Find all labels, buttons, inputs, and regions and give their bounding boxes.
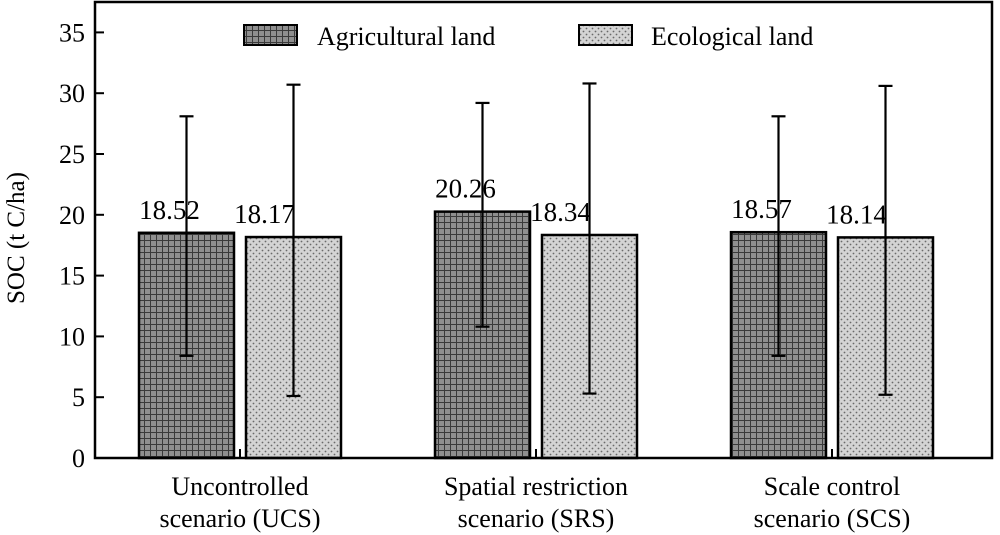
legend-label-agricultural: Agricultural land bbox=[317, 22, 495, 51]
y-tick-label: 10 bbox=[59, 322, 85, 351]
x-category-label: Uncontrolled bbox=[171, 472, 308, 501]
x-category-label: scenario (UCS) bbox=[159, 504, 320, 533]
y-axis-title: SOC (t C/ha) bbox=[3, 172, 30, 304]
data-label: 18.57 bbox=[731, 194, 792, 224]
legend-label-ecological: Ecological land bbox=[651, 22, 813, 51]
legend-swatch-ecological bbox=[578, 24, 633, 46]
data-label: 20.26 bbox=[435, 174, 496, 204]
legend-swatch-agricultural bbox=[243, 24, 298, 46]
data-label: 18.34 bbox=[530, 197, 591, 227]
plot-frame bbox=[93, 0, 994, 460]
x-category-label: Spatial restriction bbox=[444, 472, 628, 501]
data-label: 18.52 bbox=[139, 195, 200, 225]
y-tick-label: 35 bbox=[59, 18, 85, 47]
y-tick-label: 30 bbox=[59, 79, 85, 108]
x-category-label: scenario (SCS) bbox=[754, 504, 911, 533]
y-tick-label: 20 bbox=[59, 201, 85, 230]
x-category-label: Scale control bbox=[764, 472, 900, 501]
data-label: 18.14 bbox=[826, 199, 887, 229]
y-tick-label: 0 bbox=[72, 444, 85, 473]
data-label: 18.17 bbox=[234, 199, 295, 229]
x-category-label: scenario (SRS) bbox=[458, 504, 615, 533]
y-tick-label: 5 bbox=[72, 383, 85, 412]
chart-marks: 0 5 10 15 20 25 30 35 SOC (t C/ha) 18.52 18.17 Unco… bbox=[3, 0, 994, 533]
y-tick-label: 15 bbox=[59, 262, 85, 291]
y-tick-label: 25 bbox=[59, 140, 85, 169]
